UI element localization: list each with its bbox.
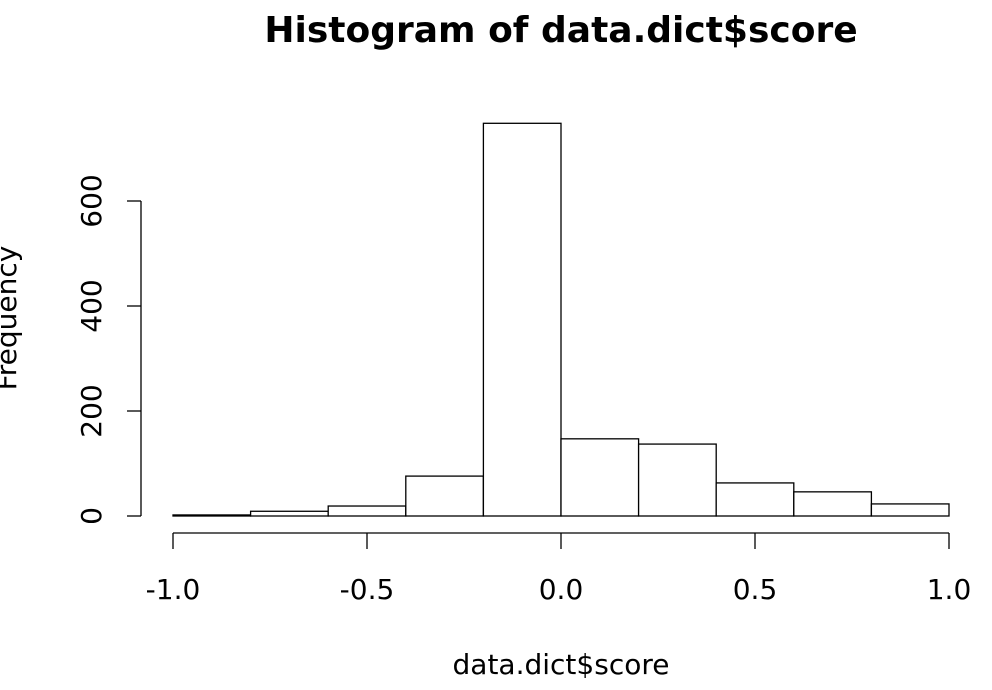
bar — [793, 491, 873, 517]
chart-title: Histogram of data.dict$score — [264, 10, 857, 51]
x-tick-label: 0.0 — [539, 573, 584, 606]
x-tick-label: 0.5 — [733, 573, 778, 606]
bar — [637, 443, 717, 517]
bar — [172, 514, 252, 517]
y-axis-label: Frequency — [0, 246, 23, 391]
x-tick-label: -1.0 — [146, 573, 201, 606]
bar — [482, 122, 562, 517]
y-tick-label: 200 — [75, 384, 108, 437]
bar — [560, 438, 640, 517]
bar — [715, 482, 795, 517]
bar — [870, 503, 950, 517]
x-tick-label: -0.5 — [340, 573, 395, 606]
bar — [327, 505, 407, 517]
y-tick-label: 0 — [75, 507, 108, 525]
x-tick-label: 1.0 — [927, 573, 972, 606]
x-axis-label: data.dict$score — [453, 648, 670, 681]
bar — [249, 510, 329, 517]
y-tick-label: 600 — [75, 174, 108, 227]
y-tick-label: 400 — [75, 279, 108, 332]
bar — [405, 475, 485, 517]
